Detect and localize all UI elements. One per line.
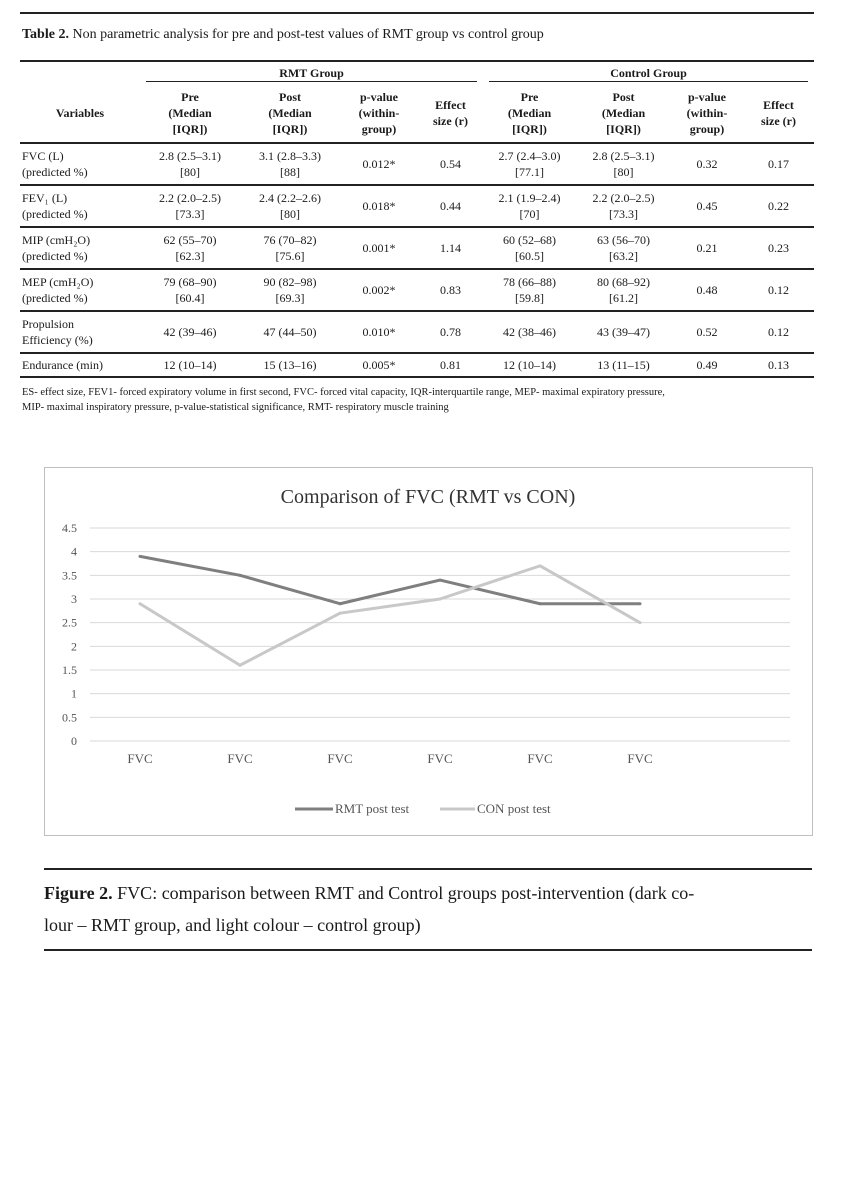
data-point — [138, 602, 142, 606]
y-tick-label: 3 — [71, 592, 77, 606]
y-tick-label: 0.5 — [62, 710, 77, 724]
data-point — [338, 602, 342, 606]
figure-bottom-rule — [44, 949, 812, 951]
x-tick-label: FVC — [127, 751, 152, 766]
figure-top-rule — [44, 868, 812, 870]
x-tick-label: FVC — [327, 751, 352, 766]
column-header-row: Variables Pre (Median [IQR]) Post (Median [I… — [20, 84, 814, 143]
data-point — [138, 554, 142, 558]
y-tick-label: 1 — [71, 687, 77, 701]
col-variables: Variables — [55, 106, 105, 121]
data-point — [438, 578, 442, 582]
y-tick-label: 2.5 — [62, 616, 77, 630]
group-header-rmt: RMT Group — [140, 59, 483, 85]
x-tick-label: FVC — [427, 751, 452, 766]
group-header-control: Control Group — [483, 59, 814, 85]
col-header: p-value (within-group) — [686, 89, 728, 137]
table-row: Propulsion Efficiency (%) 42 (39–46) 47 (… — [20, 310, 814, 354]
fvc-chart: Comparison of FVC (RMT vs CON) 0 0.5 1 1.5 2 2… — [44, 467, 813, 836]
data-point — [538, 564, 542, 568]
x-tick-label: FVC — [627, 751, 652, 766]
data-point — [338, 611, 342, 615]
data-point — [238, 573, 242, 577]
y-tick-label: 3.5 — [62, 568, 77, 582]
data-point — [438, 597, 442, 601]
col-header: Effect size (r) — [761, 98, 796, 129]
data-point — [538, 602, 542, 606]
chart-svg: Comparison of FVC (RMT vs CON) 0 0.5 1 1.5 2 2… — [62, 486, 790, 816]
legend-label: CON post test — [477, 801, 551, 816]
col-header: Pre (Median [IQR]) — [168, 89, 212, 137]
y-tick-label: 4 — [71, 545, 77, 559]
table-row: FEV₁ (L) (predicted %) 2.2 (2.0–2.5) [73.3… — [20, 184, 814, 228]
col-header: Post (Median [IQR]) — [601, 89, 646, 137]
table-row: MIP (cmH₂O) (predicted %) 62 (55–70) [62.3… — [20, 226, 814, 270]
table-row: Endurance (min) 12 (10–14) 15 (13–16) 0.… — [20, 352, 814, 379]
x-tick-label: FVC — [527, 751, 552, 766]
col-header: Effect size (r) — [433, 98, 468, 129]
y-tick-label: 0 — [71, 734, 77, 748]
series-line-rmt — [139, 554, 640, 606]
data-point — [638, 602, 642, 606]
col-header: Pre (Median [IQR]) — [507, 89, 552, 137]
col-header: p-value (within-group) — [358, 89, 400, 137]
table-row: MEP (cmH₂O) (predicted %) 79 (68–90) [60.4… — [20, 268, 814, 312]
data-point — [638, 621, 642, 625]
y-tick-label: 1.5 — [62, 663, 77, 677]
table-title: Table 2. Non parametric analysis for pre… — [22, 27, 544, 42]
top-rule — [20, 12, 814, 14]
col-header: Post (Median [IQR]) — [268, 89, 312, 137]
x-tick-label: FVC — [227, 751, 252, 766]
table-footnote: ES- effect size, FEV1- forced expiratory… — [22, 387, 665, 414]
legend-label: RMT post test — [335, 801, 410, 816]
chart-title: Comparison of FVC (RMT vs CON) — [281, 486, 576, 508]
results-table: RMT Group Control Group Variables Pre (Me… — [20, 59, 814, 379]
series-line-con — [139, 564, 641, 667]
y-tick-label: 2 — [71, 639, 77, 653]
y-tick-label: 4.5 — [62, 521, 77, 535]
figure-caption: Figure 2. FVC: comparison between RMT an… — [44, 883, 695, 935]
table-row: FVC (L) (predicted %) 2.8 (2.5–3.1) [80] 3… — [20, 142, 814, 186]
data-point — [238, 663, 242, 667]
